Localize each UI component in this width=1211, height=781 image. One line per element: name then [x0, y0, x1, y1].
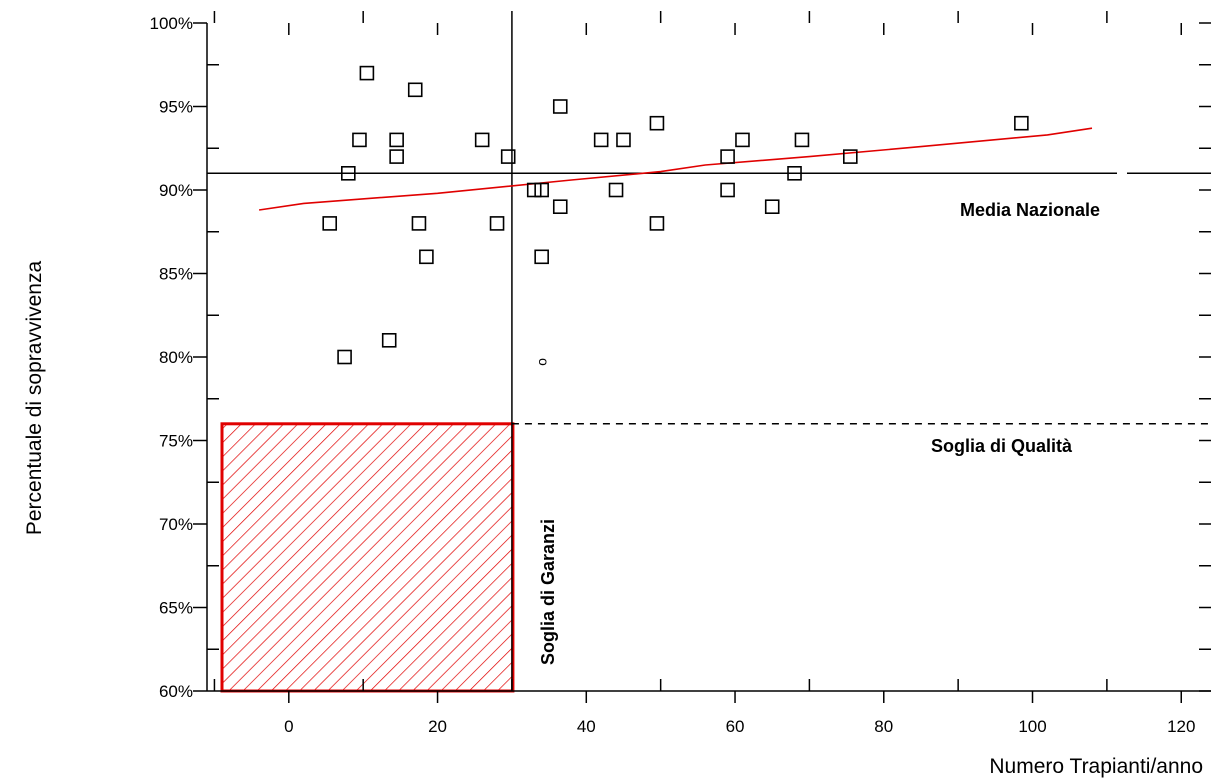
data-points — [322, 65, 1029, 365]
data-point — [337, 349, 352, 365]
y-tick-label: 100% — [150, 14, 193, 33]
data-point — [411, 216, 427, 231]
data-point — [843, 149, 858, 164]
line-gap — [1117, 168, 1127, 180]
data-point — [735, 132, 750, 148]
soglia-garanzia-label: Soglia di Garanzi — [538, 519, 558, 665]
data-point — [764, 199, 780, 214]
y-tick-label: 65% — [159, 599, 193, 618]
data-point — [407, 82, 423, 98]
data-point — [593, 132, 609, 148]
data-point — [552, 99, 568, 114]
y-tick-label: 75% — [159, 432, 193, 451]
data-point — [552, 199, 568, 214]
data-point — [526, 182, 542, 198]
data-point — [322, 216, 338, 231]
x-ticks: 0 20 40 60 80 100 120 — [213, 11, 1195, 736]
data-point — [649, 216, 665, 231]
y-tick-label: 60% — [159, 682, 193, 701]
x-tick-label: 100 — [1018, 717, 1046, 736]
data-point — [608, 182, 624, 198]
data-point — [500, 149, 516, 164]
x-tick-label: 20 — [428, 717, 447, 736]
hatched-region — [220, 422, 515, 693]
data-point — [419, 249, 434, 265]
y-tick-label: 80% — [159, 348, 193, 367]
data-point — [787, 166, 802, 181]
data-point — [720, 149, 735, 164]
y-tick-label: 85% — [159, 265, 193, 284]
data-point — [389, 132, 404, 148]
trend-line — [258, 127, 1093, 211]
data-point — [474, 132, 490, 148]
data-point — [341, 166, 356, 181]
data-point — [489, 216, 505, 231]
y-tick-label: 95% — [159, 98, 193, 117]
data-point — [534, 249, 549, 265]
x-tick-label: 60 — [726, 717, 745, 736]
data-point — [616, 132, 631, 148]
data-point — [534, 182, 549, 198]
data-point — [649, 115, 665, 131]
x-tick-label: 80 — [874, 717, 893, 736]
y-ticks: 60% 65% 70% 75% 80% 85% 90% 95% 100% — [150, 14, 219, 701]
y-axis-title: Percentuale di sopravvivenza — [23, 261, 46, 536]
data-point — [720, 182, 735, 198]
x-tick-label: 40 — [577, 717, 596, 736]
soglia-qualita-label: Soglia di Qualità — [931, 436, 1073, 456]
data-point — [352, 132, 367, 148]
data-point — [359, 65, 375, 81]
data-point — [1014, 115, 1029, 131]
media-nazionale-label: Media Nazionale — [960, 200, 1100, 220]
right-ticks — [1199, 22, 1211, 692]
stray-mark: ο — [536, 358, 552, 366]
data-point — [794, 132, 810, 148]
data-point — [381, 332, 397, 348]
x-tick-label: 0 — [284, 717, 293, 736]
data-point — [389, 149, 404, 164]
y-tick-label: 70% — [159, 515, 193, 534]
y-tick-label: 90% — [159, 181, 193, 200]
x-axis-title: Numero Trapianti/anno — [989, 755, 1203, 778]
x-tick-label: 120 — [1167, 717, 1195, 736]
